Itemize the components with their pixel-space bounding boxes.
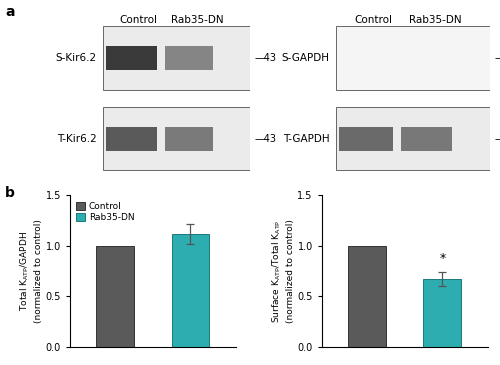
Text: S-GAPDH: S-GAPDH <box>282 53 330 63</box>
Y-axis label: Surface K$_{\mathregular{ATP}}$/Total K$_{\mathregular{ATP}}$
(normalized to con: Surface K$_{\mathregular{ATP}}$/Total K$… <box>270 219 294 323</box>
Bar <box>424 279 461 347</box>
FancyBboxPatch shape <box>103 26 250 90</box>
FancyBboxPatch shape <box>339 127 393 151</box>
FancyBboxPatch shape <box>164 127 213 151</box>
FancyBboxPatch shape <box>103 107 250 170</box>
Text: —43: —43 <box>254 134 276 144</box>
Text: —33: —33 <box>494 53 500 63</box>
FancyBboxPatch shape <box>106 127 158 151</box>
Bar <box>96 246 134 347</box>
Bar <box>348 246 386 347</box>
FancyBboxPatch shape <box>336 26 490 90</box>
Text: S-Kir6.2: S-Kir6.2 <box>56 53 96 63</box>
Text: Control: Control <box>354 15 393 25</box>
Text: T-GAPDH: T-GAPDH <box>283 134 330 144</box>
Text: Control: Control <box>120 15 158 25</box>
FancyBboxPatch shape <box>400 127 452 151</box>
Bar <box>172 234 209 347</box>
Text: Rab35-DN: Rab35-DN <box>171 15 224 25</box>
FancyBboxPatch shape <box>336 107 490 170</box>
FancyBboxPatch shape <box>106 46 158 70</box>
Text: *: * <box>439 252 446 265</box>
Text: a: a <box>5 5 15 19</box>
Text: Rab35-DN: Rab35-DN <box>408 15 462 25</box>
Text: —33: —33 <box>494 134 500 144</box>
Text: T-Kir6.2: T-Kir6.2 <box>57 134 96 144</box>
Legend: Control, Rab35-DN: Control, Rab35-DN <box>74 200 136 224</box>
Y-axis label: Total K$_{\mathregular{ATP}}$/GAPDH
(normalized to control): Total K$_{\mathregular{ATP}}$/GAPDH (nor… <box>18 219 43 323</box>
Text: —43: —43 <box>254 53 276 63</box>
FancyBboxPatch shape <box>164 46 213 70</box>
Text: b: b <box>5 186 15 200</box>
